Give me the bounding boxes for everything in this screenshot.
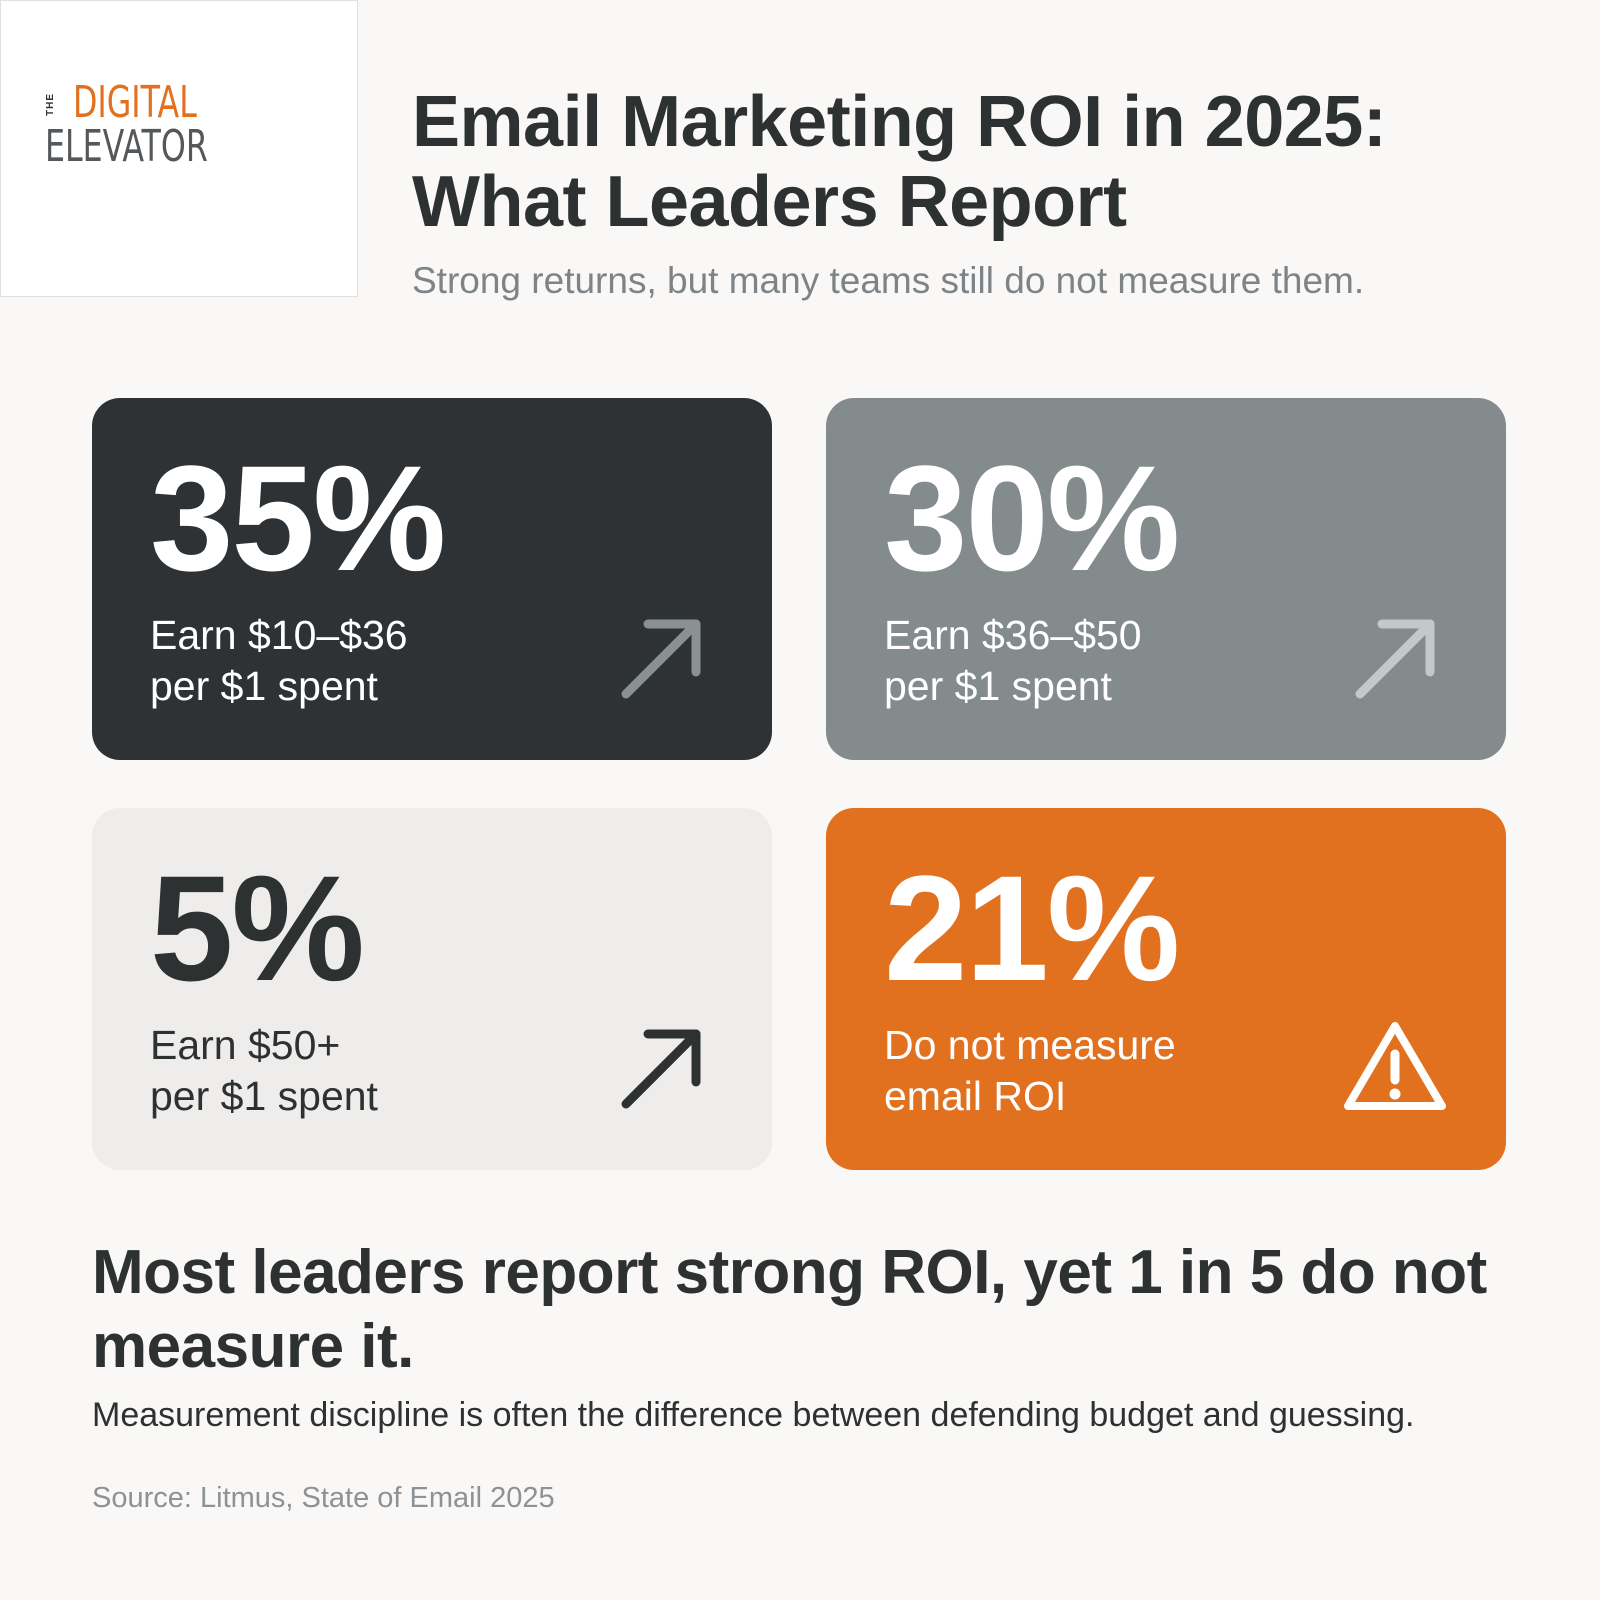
page-title: Email Marketing ROI in 2025: What Leader…	[412, 82, 1387, 242]
source-note: Source: Litmus, State of Email 2025	[92, 1482, 555, 1514]
stat-value: 35%	[150, 434, 446, 602]
stat-card-21: 21% Do not measure email ROI	[826, 808, 1506, 1170]
stat-description: Earn $50+ per $1 spent	[150, 1020, 378, 1122]
stat-description: Earn $10–$36 per $1 spent	[150, 610, 408, 712]
logo: THE DIGITAL ELEVATOR	[0, 0, 358, 297]
stat-description-line-2: per $1 spent	[150, 663, 378, 709]
stat-description-line-1: Earn $10–$36	[150, 612, 408, 658]
logo-elevator-text: ELEVATOR	[45, 121, 208, 172]
logo-digital-text: DIGITAL	[73, 77, 197, 128]
stat-value: 30%	[884, 434, 1180, 602]
logo-the-text: THE	[45, 93, 56, 117]
stat-description-line-2: per $1 spent	[884, 663, 1112, 709]
stat-card-5: 5% Earn $50+ per $1 spent	[92, 808, 772, 1170]
arrow-up-right-icon	[616, 612, 708, 704]
page-subtitle: Strong returns, but many teams still do …	[412, 260, 1365, 301]
stat-description-line-2: email ROI	[884, 1073, 1067, 1119]
stat-description: Earn $36–$50 per $1 spent	[884, 610, 1142, 712]
summary-headline: Most leaders report strong ROI, yet 1 in…	[92, 1238, 1487, 1381]
stat-description-line-1: Earn $36–$50	[884, 612, 1142, 658]
stat-description: Do not measure email ROI	[884, 1020, 1176, 1122]
stat-card-30: 30% Earn $36–$50 per $1 spent	[826, 398, 1506, 760]
stat-value: 5%	[150, 844, 365, 1012]
stat-card-35: 35% Earn $10–$36 per $1 spent	[92, 398, 772, 760]
arrow-up-right-icon	[1350, 612, 1442, 704]
summary-body: Measurement discipline is often the diff…	[92, 1396, 1415, 1434]
stat-description-line-2: per $1 spent	[150, 1073, 378, 1119]
arrow-up-right-icon	[616, 1022, 708, 1114]
stat-description-line-1: Earn $50+	[150, 1022, 341, 1068]
stat-value: 21%	[884, 844, 1180, 1012]
stat-description-line-1: Do not measure	[884, 1022, 1176, 1068]
warning-icon	[1340, 1016, 1450, 1116]
